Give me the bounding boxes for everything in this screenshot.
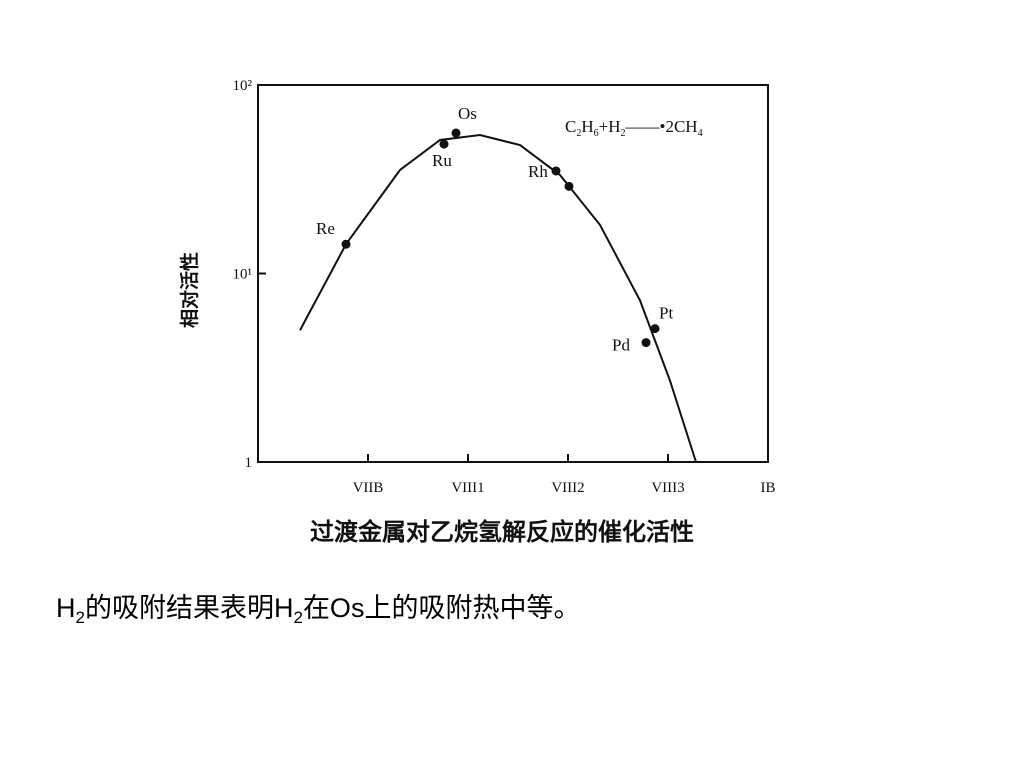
data-point — [551, 166, 561, 176]
point-label: Os — [458, 104, 477, 123]
annotation-part: C — [565, 117, 576, 136]
caption-text: 在Os上的吸附热中等。 — [302, 593, 581, 623]
caption-text: 的吸附结果表明H — [84, 593, 294, 623]
annotation-part: 2 — [621, 128, 626, 139]
plot-frame — [257, 84, 769, 463]
point-label: Pt — [659, 304, 673, 323]
chart: C2H6+H2——•2CH4 相对活性 过渡金属对乙烷氢解反应的催化活性 110… — [178, 78, 776, 546]
annotation-part: 6 — [594, 128, 599, 139]
annotation-part: 2 — [576, 128, 581, 139]
caption-text: H — [56, 593, 76, 623]
x-axis-title: 过渡金属对乙烷氢解反应的催化活性 — [310, 518, 694, 546]
caption-subscript: 2 — [293, 608, 303, 627]
data-point — [641, 338, 651, 348]
annotation-part: H — [581, 117, 593, 136]
point-label: Ru — [432, 151, 452, 170]
annotation-part: ——•2CH — [625, 117, 698, 136]
data-point — [564, 181, 574, 191]
caption-subscript: 2 — [75, 608, 85, 627]
y-tick-label: 1 — [245, 455, 253, 471]
x-tick-label: IB — [761, 480, 776, 496]
annotation-part: 4 — [698, 128, 703, 139]
x-tick-label: VIII2 — [551, 480, 584, 496]
annotation: C2H6+H2——•2CH4 — [565, 117, 703, 139]
point-label: Re — [316, 219, 335, 238]
data-point — [439, 139, 449, 149]
data-point — [341, 239, 351, 249]
y-tick-label: 10² — [233, 78, 253, 94]
annotation-part: +H — [599, 117, 621, 136]
fit-curve — [299, 133, 697, 463]
caption: H2的吸附结果表明H2在Os上的吸附热中等。 — [56, 586, 580, 628]
x-tick-label: VIII3 — [651, 480, 684, 496]
y-axis-title: 相对活性 — [178, 252, 201, 328]
x-tick-label: VIIB — [353, 480, 384, 496]
data-point — [650, 324, 660, 334]
point-label: Pd — [612, 336, 630, 355]
data-point — [451, 128, 461, 138]
point-label: Rh — [528, 162, 548, 181]
y-tick-label: 10¹ — [233, 267, 253, 283]
x-tick-label: VIII1 — [451, 480, 484, 496]
